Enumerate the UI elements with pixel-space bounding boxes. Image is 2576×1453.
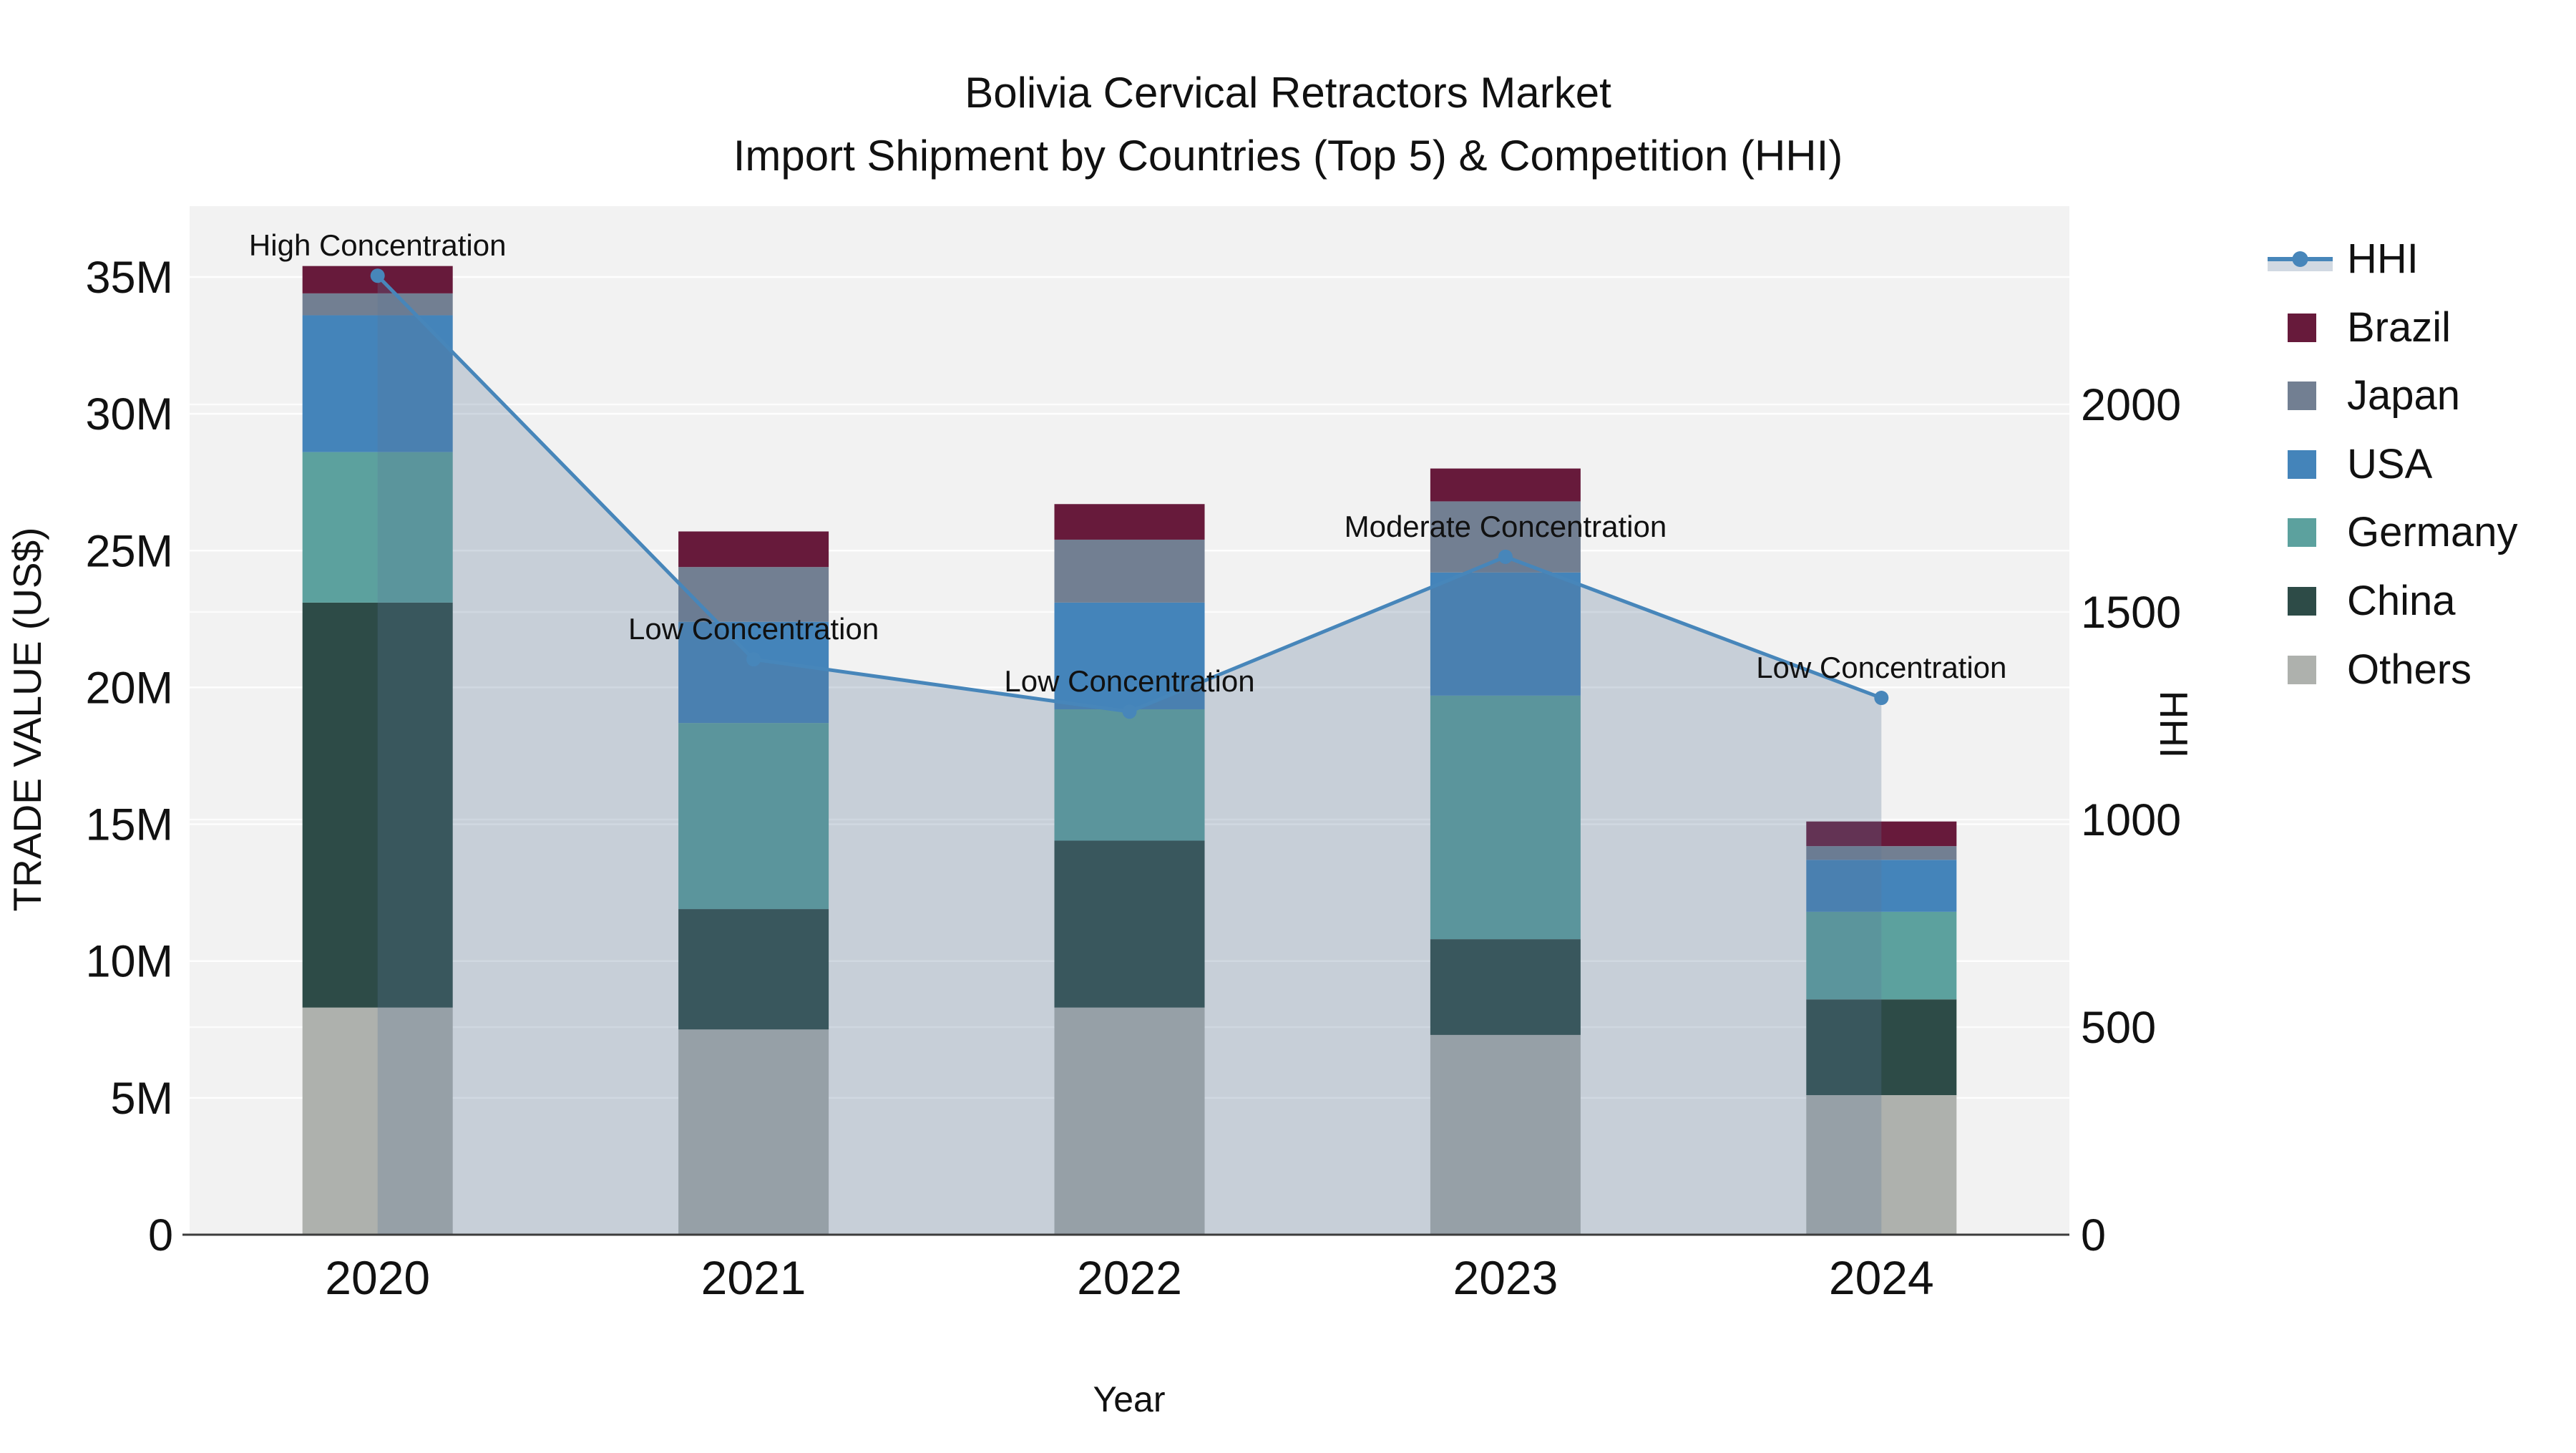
legend-label-others: Others — [2347, 646, 2472, 693]
chart-title-line-1: Bolivia Cervical Retractors Market — [965, 69, 1611, 117]
hhi-marker-2024[interactable] — [1874, 691, 1889, 706]
x-tick-2020: 2020 — [325, 1251, 430, 1304]
hhi-marker-2023[interactable] — [1498, 549, 1513, 564]
chart-title-line-2: Import Shipment by Countries (Top 5) & C… — [733, 132, 1843, 180]
y-left-tick-0: 0 — [148, 1210, 173, 1260]
bar-segment-brazil-2023[interactable] — [1430, 468, 1581, 502]
bar-segment-germany-2024[interactable] — [1806, 911, 1957, 1000]
legend-swatch-usa — [2288, 449, 2316, 479]
legend-label-hhi: HHI — [2347, 235, 2419, 282]
bar-segment-others-2023[interactable] — [1430, 1034, 1581, 1235]
bar-segment-germany-2021[interactable] — [678, 723, 829, 910]
y-right-tick-2000: 2000 — [2081, 380, 2181, 430]
legend: HHI Brazil Japan USA Germany China Others — [2266, 0, 2574, 1449]
legend-item-hhi[interactable]: HHI — [2266, 238, 2574, 281]
legend-label-usa: USA — [2347, 440, 2433, 487]
bar-segment-germany-2020[interactable] — [302, 452, 453, 603]
bar-segment-usa-2023[interactable] — [1430, 572, 1581, 696]
y-axis-left-title: TRADE VALUE (US$) — [5, 527, 49, 912]
bar-segment-japan-2020[interactable] — [302, 293, 453, 316]
legend-item-brazil[interactable]: Brazil — [2266, 306, 2574, 349]
legend-label-germany: Germany — [2347, 509, 2518, 556]
y-left-tick-15M: 15M — [85, 800, 173, 850]
y-left-tick-25M: 25M — [85, 526, 173, 576]
bar-segment-others-2022[interactable] — [1054, 1007, 1205, 1235]
bar-segment-china-2021[interactable] — [678, 909, 829, 1030]
bar-segment-brazil-2022[interactable] — [1054, 504, 1205, 540]
bar-segment-others-2020[interactable] — [302, 1007, 453, 1235]
annotation-2022: Low Concentration — [1004, 664, 1254, 698]
y-left-tick-20M: 20M — [85, 663, 173, 713]
legend-item-germany[interactable]: Germany — [2266, 511, 2574, 554]
legend-item-japan[interactable]: Japan — [2266, 374, 2574, 417]
annotation-2021: Low Concentration — [628, 612, 879, 646]
annotation-2020: High Concentration — [249, 228, 507, 262]
annotation-2023: Moderate Concentration — [1345, 510, 1667, 543]
bar-segment-others-2024[interactable] — [1806, 1095, 1957, 1235]
bar-segment-china-2022[interactable] — [1054, 840, 1205, 1008]
x-tick-2023: 2023 — [1453, 1251, 1558, 1304]
hhi-marker-2021[interactable] — [746, 652, 761, 667]
hhi-marker-2020[interactable] — [370, 268, 385, 283]
y-axis-right-title: HHI — [2152, 690, 2196, 759]
y-left-tick-5M: 5M — [110, 1074, 173, 1124]
hhi-legend-symbol — [2268, 251, 2333, 271]
bar-segment-usa-2020[interactable] — [302, 315, 453, 452]
y-right-tick-0: 0 — [2081, 1210, 2106, 1260]
bar-segment-china-2023[interactable] — [1430, 939, 1581, 1035]
y-left-tick-30M: 30M — [85, 389, 173, 439]
bar-segment-usa-2024[interactable] — [1806, 860, 1957, 912]
hhi-marker-2022[interactable] — [1122, 704, 1137, 719]
bar-segment-china-2020[interactable] — [302, 602, 453, 1008]
legend-item-china[interactable]: China — [2266, 580, 2574, 623]
legend-label-japan: Japan — [2347, 372, 2461, 419]
y-right-tick-500: 500 — [2081, 1003, 2156, 1053]
legend-swatch-china — [2288, 587, 2316, 616]
x-tick-2022: 2022 — [1077, 1251, 1182, 1304]
y-left-tick-10M: 10M — [85, 937, 173, 987]
x-tick-2021: 2021 — [701, 1251, 806, 1304]
y-right-tick-1000: 1000 — [2081, 795, 2181, 845]
bar-segment-japan-2021[interactable] — [678, 567, 829, 622]
bar-segment-germany-2022[interactable] — [1054, 709, 1205, 841]
y-right-tick-1500: 1500 — [2081, 588, 2181, 638]
bar-segment-germany-2023[interactable] — [1430, 695, 1581, 940]
y-left-tick-35M: 35M — [85, 253, 173, 303]
legend-swatch-others — [2288, 655, 2316, 684]
legend-item-usa[interactable]: USA — [2266, 440, 2574, 487]
bar-segment-japan-2024[interactable] — [1806, 846, 1957, 860]
annotation-2024: Low Concentration — [1756, 651, 2006, 684]
legend-item-others[interactable]: Others — [2266, 648, 2574, 691]
bar-segment-brazil-2024[interactable] — [1806, 821, 1957, 847]
bar-segment-china-2024[interactable] — [1806, 999, 1957, 1096]
x-axis-title: Year — [1093, 1379, 1166, 1419]
x-tick-2024: 2024 — [1829, 1251, 1934, 1304]
bar-segment-usa-2021[interactable] — [678, 621, 829, 724]
legend-swatch-brazil — [2288, 313, 2316, 342]
bar-segment-japan-2022[interactable] — [1054, 539, 1205, 603]
hhi-area-fill — [377, 276, 1882, 1235]
legend-label-china: China — [2347, 578, 2456, 624]
legend-swatch-japan — [2288, 382, 2316, 411]
bar-segment-others-2021[interactable] — [678, 1029, 829, 1235]
bar-segment-brazil-2021[interactable] — [678, 531, 829, 568]
legend-swatch-germany — [2288, 518, 2316, 548]
legend-label-brazil: Brazil — [2347, 303, 2451, 351]
